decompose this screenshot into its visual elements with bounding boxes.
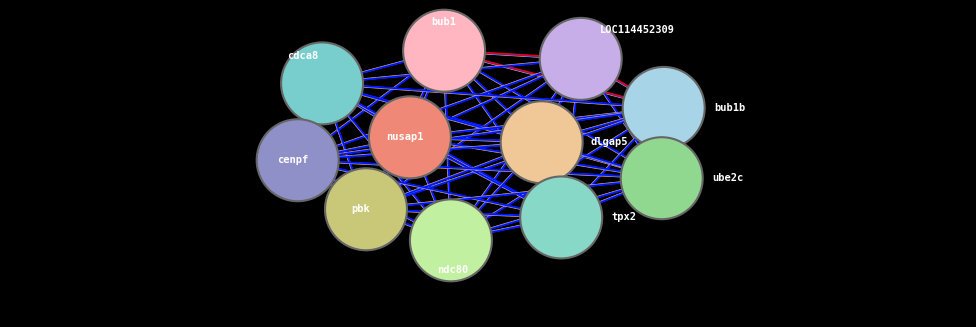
Ellipse shape xyxy=(281,43,363,124)
Text: ndc80: ndc80 xyxy=(437,265,468,275)
Ellipse shape xyxy=(520,177,602,258)
Ellipse shape xyxy=(369,96,451,178)
Text: bub1: bub1 xyxy=(431,17,457,27)
Text: ube2c: ube2c xyxy=(712,173,744,183)
Ellipse shape xyxy=(410,199,492,281)
Ellipse shape xyxy=(621,137,703,219)
Ellipse shape xyxy=(501,101,583,183)
Ellipse shape xyxy=(540,18,622,100)
Text: dlgap5: dlgap5 xyxy=(590,137,628,147)
Text: LOC114452309: LOC114452309 xyxy=(600,25,675,35)
Text: cdca8: cdca8 xyxy=(287,51,318,61)
Text: nusap1: nusap1 xyxy=(386,132,424,142)
Ellipse shape xyxy=(623,67,705,149)
Text: tpx2: tpx2 xyxy=(612,213,637,222)
Text: bub1b: bub1b xyxy=(714,103,746,113)
Ellipse shape xyxy=(403,10,485,92)
Text: cenpf: cenpf xyxy=(277,155,308,165)
Text: pbk: pbk xyxy=(351,204,371,214)
Ellipse shape xyxy=(325,168,407,250)
Ellipse shape xyxy=(257,119,339,201)
